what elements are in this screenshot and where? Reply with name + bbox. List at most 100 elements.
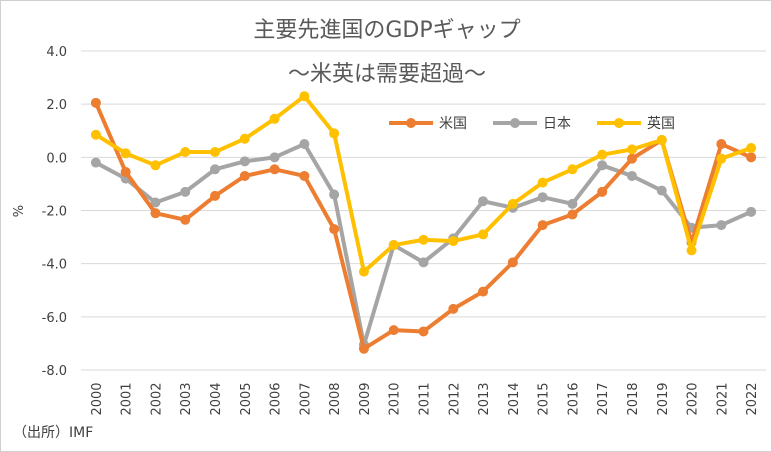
data-point — [150, 197, 161, 208]
data-point — [299, 91, 310, 102]
data-point — [626, 144, 637, 155]
data-point — [180, 147, 191, 158]
data-point — [180, 214, 191, 225]
data-point — [597, 186, 608, 197]
data-point — [478, 196, 489, 207]
legend-swatch-marker — [510, 118, 520, 128]
data-point — [567, 198, 578, 209]
chart-title: 主要先進国のGDPギャップ — [253, 18, 520, 43]
data-point — [716, 220, 727, 231]
series-line — [94, 102, 752, 351]
data-point — [150, 160, 161, 171]
data-point — [716, 139, 727, 150]
x-tick-label: 2006 — [269, 382, 284, 415]
x-tick-label: 2001 — [120, 382, 135, 415]
series-2 — [90, 91, 757, 277]
x-tick-label: 2022 — [745, 382, 760, 415]
x-tick-label: 2009 — [358, 382, 373, 415]
y-axis-label: % — [12, 205, 27, 217]
x-tick-label: 2008 — [328, 382, 343, 415]
data-point — [388, 240, 399, 251]
data-point — [120, 148, 131, 159]
data-point — [418, 234, 429, 245]
data-point — [210, 164, 221, 175]
x-tick-label: 2014 — [507, 382, 522, 415]
data-point — [597, 160, 608, 171]
data-point — [299, 139, 310, 150]
x-tick-label: 2000 — [90, 382, 105, 415]
legend-label: 日本 — [543, 116, 571, 132]
data-point — [746, 152, 757, 163]
x-tick-label: 2018 — [626, 382, 641, 415]
data-point — [180, 186, 191, 197]
data-point — [90, 157, 101, 168]
x-tick-label: 2004 — [209, 382, 224, 415]
gridlines — [81, 50, 766, 371]
data-point — [478, 229, 489, 240]
data-point — [686, 245, 697, 256]
data-point — [329, 224, 340, 235]
data-point — [656, 185, 667, 196]
x-tick-label: 2012 — [447, 382, 462, 415]
data-point — [418, 257, 429, 268]
data-point — [537, 192, 548, 203]
data-point — [597, 149, 608, 160]
x-tick-label: 2010 — [388, 382, 403, 415]
data-point — [507, 257, 518, 268]
data-point — [567, 209, 578, 220]
data-point — [507, 198, 518, 209]
data-point — [358, 266, 369, 277]
data-point — [388, 325, 399, 336]
data-point — [269, 164, 280, 175]
y-tick-label: -4.0 — [42, 258, 67, 273]
data-point — [746, 206, 757, 217]
x-tick-label: 2015 — [537, 382, 552, 415]
data-point — [746, 143, 757, 154]
x-tick-label: 2017 — [596, 382, 611, 415]
legend-label: 英国 — [647, 115, 675, 132]
data-point — [716, 153, 727, 164]
y-tick-label: 4.0 — [46, 45, 67, 60]
data-point — [567, 164, 578, 175]
y-tick-label: -8.0 — [42, 364, 67, 379]
data-point — [626, 153, 637, 164]
series-0 — [90, 97, 757, 354]
data-point — [537, 220, 548, 231]
series-lines — [90, 91, 757, 354]
data-point — [329, 189, 340, 200]
y-axis-ticks: 4.0 2.0 0.0 -2.0 -4.0 -6.0 -8.0 — [42, 45, 67, 379]
x-tick-label: 2011 — [418, 382, 433, 415]
x-tick-label: 2019 — [656, 382, 671, 415]
data-point — [299, 170, 310, 181]
source-note: （出所）IMF — [13, 425, 93, 441]
x-tick-label: 2007 — [298, 382, 313, 415]
x-axis-ticks: 2000 2001 2002 2003 2004 2005 2006 2007 2008 2009… — [90, 382, 760, 415]
data-point — [418, 326, 429, 337]
legend-swatch-marker — [614, 118, 624, 128]
data-point — [239, 133, 250, 144]
data-point — [656, 135, 667, 146]
data-point — [90, 129, 101, 140]
data-point — [210, 190, 221, 201]
data-point — [239, 170, 250, 181]
y-tick-label: -6.0 — [42, 311, 67, 326]
legend-swatch-marker — [406, 118, 416, 128]
data-point — [269, 113, 280, 124]
data-point — [537, 177, 548, 188]
x-tick-label: 2021 — [715, 382, 730, 415]
x-tick-label: 2020 — [686, 382, 701, 415]
data-point — [120, 166, 131, 177]
legend-label: 米国 — [439, 116, 467, 132]
data-point — [448, 303, 459, 314]
data-point — [448, 236, 459, 247]
x-tick-label: 2013 — [477, 382, 492, 415]
data-point — [90, 97, 101, 108]
data-point — [210, 147, 221, 158]
y-tick-label: -2.0 — [42, 205, 67, 220]
y-tick-label: 2.0 — [46, 98, 67, 113]
legend: 米国 日本 英国 — [389, 115, 675, 132]
x-tick-label: 2005 — [239, 382, 254, 415]
data-point — [329, 128, 340, 139]
